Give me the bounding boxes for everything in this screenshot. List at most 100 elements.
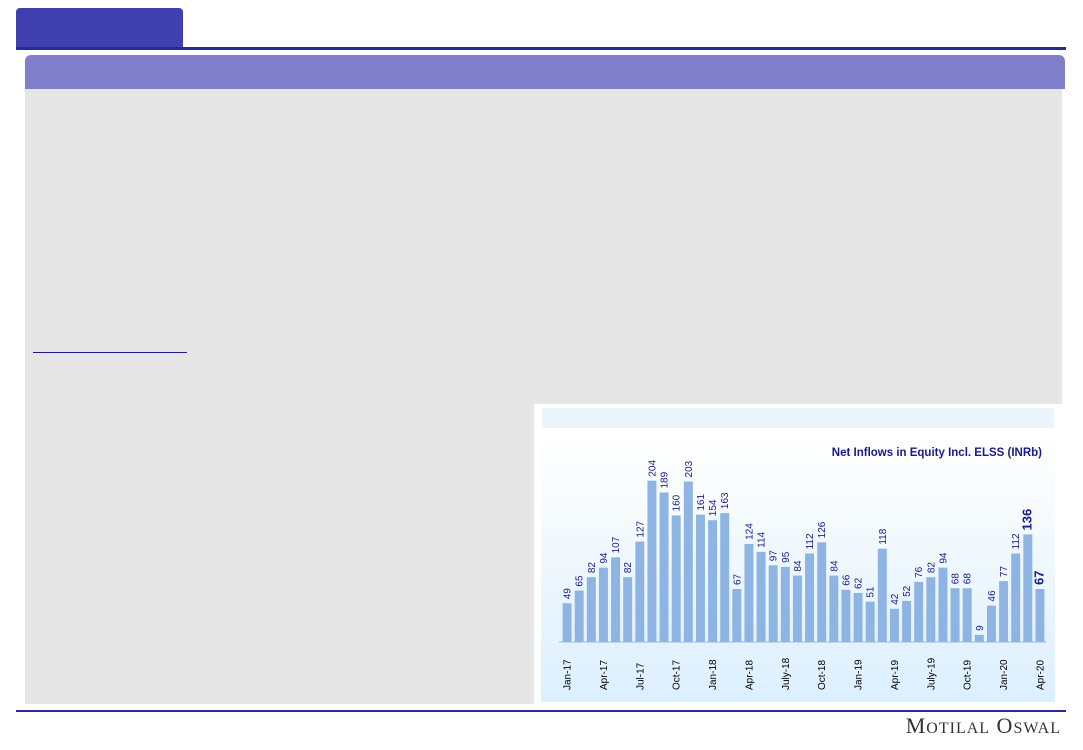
data-label-Jun-18: 97 <box>769 550 780 562</box>
data-label-Jan-19: 62 <box>854 577 865 589</box>
data-label-Jan-20: 77 <box>999 566 1010 578</box>
bar-Nov-19 <box>974 634 984 642</box>
bar-Mar-20 <box>1023 534 1033 642</box>
data-label-Nov-18: 84 <box>829 560 840 572</box>
data-label-Mar-18: 67 <box>732 573 743 585</box>
x-tick-label-Apr-17: Apr-17 <box>599 660 610 690</box>
data-label-July-19: 82 <box>926 562 937 574</box>
data-label-Apr-20: 67 <box>1031 571 1046 585</box>
data-label-Oct-19: 68 <box>963 573 974 585</box>
data-label-Feb-20: 112 <box>1011 533 1022 549</box>
bar-Jan-19 <box>853 592 863 642</box>
chart-title: Net Inflows in Equity Incl. ELSS (INRb) <box>831 447 1042 459</box>
data-label-July-18: 95 <box>781 551 792 563</box>
x-tick-label-July-18: July-18 <box>781 657 792 690</box>
data-label-Feb-19: 51 <box>866 586 877 598</box>
x-tick-label-Jan-18: Jan-18 <box>708 659 719 690</box>
bar-Aug-17 <box>647 480 657 642</box>
data-label-Nov-17: 203 <box>684 460 695 477</box>
data-label-Feb-18: 163 <box>720 492 731 509</box>
data-label-Sep-19: 68 <box>951 573 962 585</box>
chart-header-strip <box>542 408 1054 428</box>
bar-Apr-19 <box>889 608 899 642</box>
data-label-Mar-20: 136 <box>1019 509 1034 531</box>
bar-Mar-17 <box>586 577 596 642</box>
x-tick-label-Oct-17: Oct-17 <box>672 660 683 690</box>
x-tick-label-Jul-17: Jul-17 <box>635 662 646 690</box>
section-tab <box>16 8 183 48</box>
data-label-Dec-18: 66 <box>841 574 852 586</box>
bar-Apr-17 <box>598 567 608 642</box>
bar-Dec-17 <box>695 514 705 642</box>
motilal-oswal-logo: MOTILAL OSWAL <box>905 713 1061 738</box>
bar-Nov-18 <box>829 575 839 642</box>
x-tick-label-July-19: July-19 <box>926 657 937 690</box>
data-label-Jan-18: 154 <box>708 499 719 516</box>
data-label-Oct-17: 160 <box>672 494 683 511</box>
bar-Jun-19 <box>914 581 924 642</box>
bar-Sep-18 <box>805 553 815 642</box>
bar-Feb-17 <box>574 590 584 642</box>
bar-Sep-17 <box>659 492 669 642</box>
bar-Jan-20 <box>999 581 1009 642</box>
bar-May-19 <box>902 600 912 642</box>
bar-Sep-19 <box>950 588 960 642</box>
data-label-Aug-19: 94 <box>938 552 949 564</box>
data-label-Jun-19: 76 <box>914 566 925 578</box>
x-tick-label-Apr-19: Apr-19 <box>890 660 901 690</box>
bar-Jun-17 <box>623 577 633 642</box>
data-label-Sep-17: 189 <box>660 471 671 488</box>
bar-May-18 <box>756 551 766 642</box>
bar-Feb-19 <box>865 601 875 642</box>
bar-Mar-19 <box>877 548 887 642</box>
bar-Feb-20 <box>1011 553 1021 642</box>
x-tick-label-Oct-19: Oct-19 <box>963 660 974 690</box>
data-label-Jan-17: 49 <box>563 588 574 600</box>
bar-Feb-18 <box>720 513 730 642</box>
chart-plot-area <box>541 432 1055 702</box>
bar-Jul-17 <box>635 541 645 642</box>
bar-July-19 <box>926 577 936 642</box>
bar-Oct-19 <box>962 588 972 642</box>
data-label-Mar-19: 118 <box>878 528 889 544</box>
bar-Oct-18 <box>817 542 827 642</box>
x-tick-label-Jan-20: Jan-20 <box>999 659 1010 690</box>
data-label-Dec-19: 46 <box>987 590 998 602</box>
data-label-Feb-17: 65 <box>575 575 586 587</box>
data-label-May-18: 114 <box>757 531 768 547</box>
data-label-May-17: 107 <box>611 536 622 553</box>
bar-July-18 <box>780 566 790 642</box>
bar-May-17 <box>611 557 621 642</box>
data-label-Apr-18: 124 <box>744 523 755 540</box>
data-label-Apr-19: 42 <box>890 593 901 605</box>
data-label-Mar-17: 82 <box>587 562 598 574</box>
bar-Dec-19 <box>986 605 996 642</box>
data-label-Aug-18: 84 <box>793 560 804 572</box>
data-label-Oct-18: 126 <box>817 521 828 538</box>
bar-Oct-17 <box>671 515 681 642</box>
data-label-Dec-17: 161 <box>696 494 707 511</box>
data-label-Sep-18: 112 <box>805 533 816 549</box>
header-rule <box>16 47 1066 50</box>
bar-Apr-20 <box>1035 589 1045 642</box>
data-label-Aug-17: 204 <box>647 460 658 477</box>
bar-Jan-18 <box>708 520 718 642</box>
source-underline <box>33 352 187 353</box>
footer-rule <box>16 710 1066 712</box>
x-tick-label-Apr-18: Apr-18 <box>744 660 755 690</box>
bar-Jan-17 <box>562 603 572 642</box>
x-tick-label-Oct-18: Oct-18 <box>817 660 828 690</box>
data-label-Jun-17: 82 <box>623 562 634 574</box>
bar-Jun-18 <box>768 565 778 642</box>
x-tick-label-Jan-19: Jan-19 <box>854 659 865 690</box>
data-label-May-19: 52 <box>902 585 913 597</box>
bar-Dec-18 <box>841 589 851 642</box>
section-banner <box>25 55 1065 89</box>
x-tick-label-Apr-20: Apr-20 <box>1035 660 1046 690</box>
bar-Apr-18 <box>744 543 754 642</box>
bar-Aug-19 <box>938 567 948 642</box>
bar-Aug-18 <box>792 575 802 642</box>
content-panel-lower <box>25 404 534 704</box>
bar-Mar-18 <box>732 589 742 642</box>
